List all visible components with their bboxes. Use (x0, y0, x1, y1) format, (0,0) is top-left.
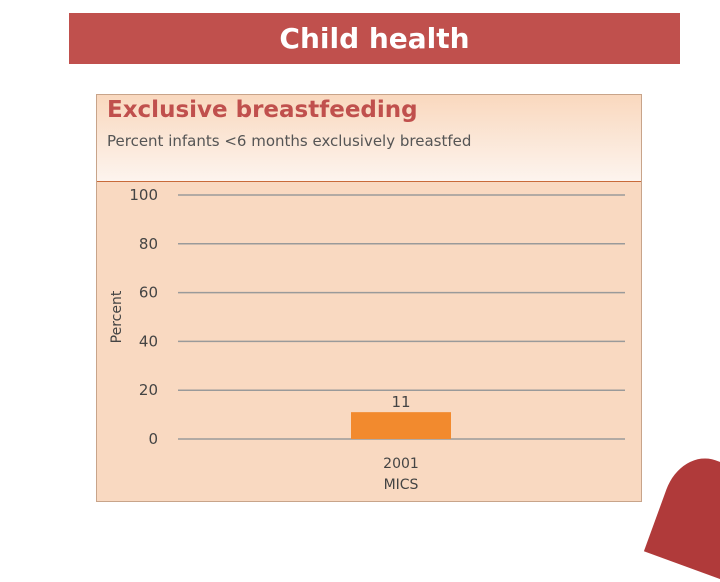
y-tick-label: 80 (139, 235, 158, 253)
x-category-label: 2001 (383, 456, 419, 472)
y-tick-label: 20 (139, 381, 158, 399)
y-tick-label: 60 (139, 284, 158, 302)
data-label: 11 (391, 393, 410, 411)
y-tick-label: 40 (139, 332, 158, 350)
slide-title: Child health (69, 13, 680, 64)
bar-chart: 0 20 40 60 80 100 Percent 11 2001 MICS (109, 186, 625, 493)
chart-title: Exclusive breastfeeding (107, 97, 418, 123)
chart-header: Exclusive breastfeeding Percent infants … (97, 95, 641, 182)
x-category-label: MICS (384, 477, 419, 493)
y-tick-label: 100 (129, 186, 158, 204)
chart-panel: Exclusive breastfeeding Percent infants … (96, 94, 642, 502)
y-axis-label: Percent (109, 290, 125, 343)
chart-subtitle: Percent infants <6 months exclusively br… (107, 132, 472, 150)
y-tick-label: 0 (148, 430, 158, 448)
bar (351, 412, 451, 439)
